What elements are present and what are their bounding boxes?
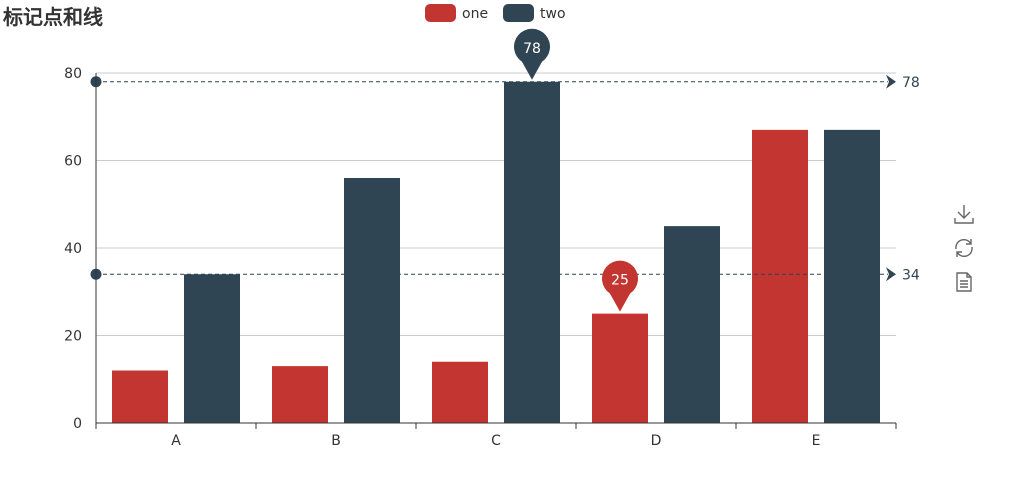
legend-label-two[interactable]: two xyxy=(540,6,566,22)
y-tick-label: 80 xyxy=(64,66,82,82)
bar-one-C[interactable] xyxy=(432,361,488,423)
mark-point-label: 25 xyxy=(611,273,629,289)
y-tick-label: 20 xyxy=(64,329,82,345)
bar-two-D[interactable] xyxy=(664,226,720,423)
y-tick-label: 40 xyxy=(64,241,82,257)
download-icon xyxy=(954,205,974,224)
legend-swatch-two[interactable] xyxy=(503,4,534,22)
axes: 0 20 40 60 80 A B C D E xyxy=(64,66,897,449)
mark-point-pin-one-D xyxy=(601,260,638,312)
x-tick-label: C xyxy=(491,433,501,449)
bars[interactable] xyxy=(112,81,880,424)
document-icon xyxy=(956,272,972,292)
bar-one-E[interactable] xyxy=(752,129,808,423)
refresh-icon xyxy=(955,238,973,258)
legend[interactable]: one two xyxy=(425,4,566,22)
restore-button[interactable] xyxy=(952,236,976,260)
bar-one-B[interactable] xyxy=(272,366,328,423)
bar-two-E[interactable] xyxy=(824,129,880,423)
bar-two-C[interactable] xyxy=(504,81,560,423)
y-tick-label: 60 xyxy=(64,154,82,170)
legend-label-one[interactable]: one xyxy=(462,6,488,22)
chart-title: 标记点和线 xyxy=(3,5,103,29)
mark-line-label: 34 xyxy=(902,267,920,283)
mark-point-label: 78 xyxy=(523,41,541,57)
mark-points: 78 25 xyxy=(513,28,638,312)
mark-line-label: 78 xyxy=(902,75,920,91)
x-tick-label: E xyxy=(812,433,821,449)
mark-point-pin-two-C xyxy=(513,28,550,80)
x-tick-label: A xyxy=(171,433,181,449)
x-tick-label: B xyxy=(331,433,341,449)
mark-line-arrow xyxy=(886,267,896,282)
bar-one-D[interactable] xyxy=(592,313,648,423)
data-view-button[interactable] xyxy=(952,270,976,294)
mark-line-arrow xyxy=(886,74,896,89)
x-tick-label: D xyxy=(651,433,662,449)
bar-two-B[interactable] xyxy=(344,178,400,423)
legend-swatch-one[interactable] xyxy=(425,4,456,22)
bar-one-A[interactable] xyxy=(112,370,168,424)
toolbox xyxy=(952,202,976,304)
bar-two-A[interactable] xyxy=(184,274,240,423)
save-as-image-button[interactable] xyxy=(952,202,976,226)
y-tick-label: 0 xyxy=(73,416,82,432)
